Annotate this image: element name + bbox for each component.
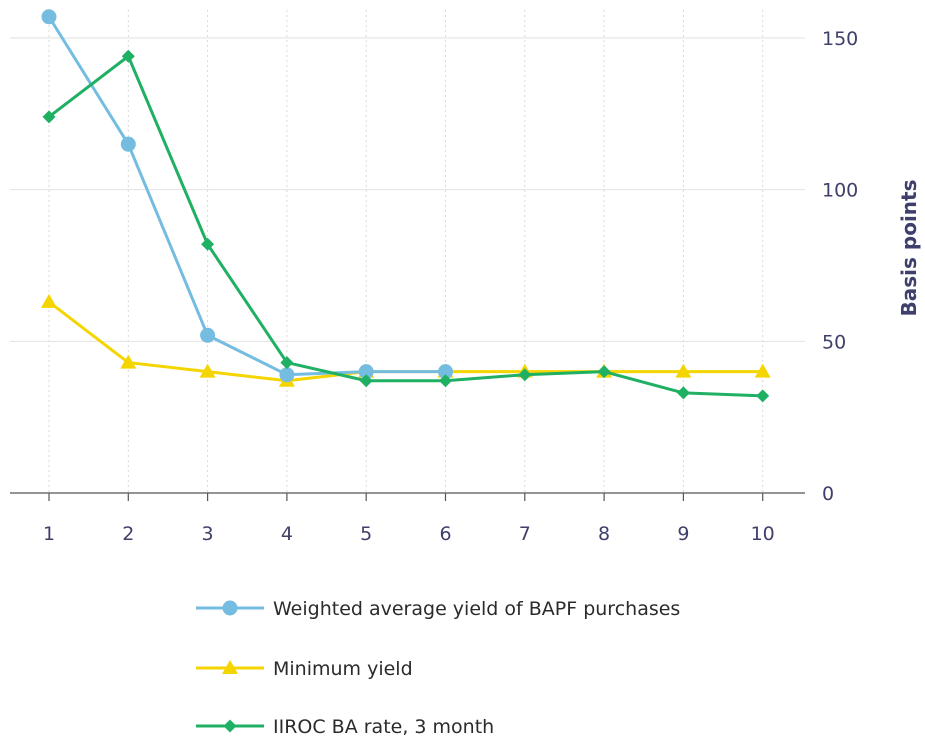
data-point	[518, 368, 532, 382]
x-tick-label: 5	[360, 523, 372, 545]
x-tick-label: 10	[751, 523, 775, 545]
data-point	[120, 354, 137, 369]
x-tick-label: 3	[202, 523, 214, 545]
legend-marker	[222, 660, 238, 674]
series-circle	[41, 9, 453, 383]
legend-marker	[223, 719, 237, 733]
y-tick-label: 0	[822, 483, 834, 505]
data-point	[42, 110, 56, 124]
data-point	[756, 389, 770, 403]
data-point	[201, 237, 215, 251]
data-point	[597, 365, 611, 379]
legend-item: Weighted average yield of BAPF purchases	[196, 598, 680, 620]
x-tick-label: 8	[598, 523, 610, 545]
legend-label: Weighted average yield of BAPF purchases	[273, 598, 680, 620]
data-point	[675, 363, 692, 378]
data-point	[439, 374, 452, 388]
data-point	[41, 293, 57, 308]
x-tick-label: 4	[281, 523, 293, 545]
data-point	[41, 9, 57, 25]
legend: Weighted average yield of BAPF purchases…	[196, 598, 680, 736]
legend-label: Minimum yield	[273, 658, 413, 680]
y-axis-label: Basis points	[897, 180, 921, 317]
grid-layer	[10, 10, 805, 493]
data-point	[120, 136, 136, 152]
x-tick-label: 9	[677, 523, 689, 545]
data-point	[438, 364, 453, 380]
legend-item: IIROC BA rate, 3 month	[196, 716, 494, 736]
y-tick-label: 150	[822, 28, 858, 50]
y-tick-label: 100	[822, 180, 858, 202]
y-tick-label: 50	[822, 331, 846, 353]
data-point	[199, 363, 216, 378]
series-line	[47, 15, 446, 377]
legend-marker	[222, 600, 238, 616]
data-point	[121, 49, 135, 63]
legend-item: Minimum yield	[196, 658, 413, 680]
data-point	[676, 386, 690, 400]
data-point	[358, 364, 374, 380]
x-tick-label: 1	[43, 523, 55, 545]
x-tick-label: 6	[439, 523, 451, 545]
data-point	[280, 356, 294, 370]
series-line	[48, 54, 763, 398]
legend-label: IIROC BA rate, 3 month	[273, 716, 494, 736]
x-tick-label: 7	[519, 523, 531, 545]
series-diamond	[42, 49, 770, 403]
data-point	[754, 363, 771, 378]
data-point	[359, 374, 373, 388]
data-point	[200, 327, 216, 343]
data-point	[279, 367, 295, 383]
x-tick-label: 2	[122, 523, 134, 545]
series-layer	[41, 9, 771, 403]
